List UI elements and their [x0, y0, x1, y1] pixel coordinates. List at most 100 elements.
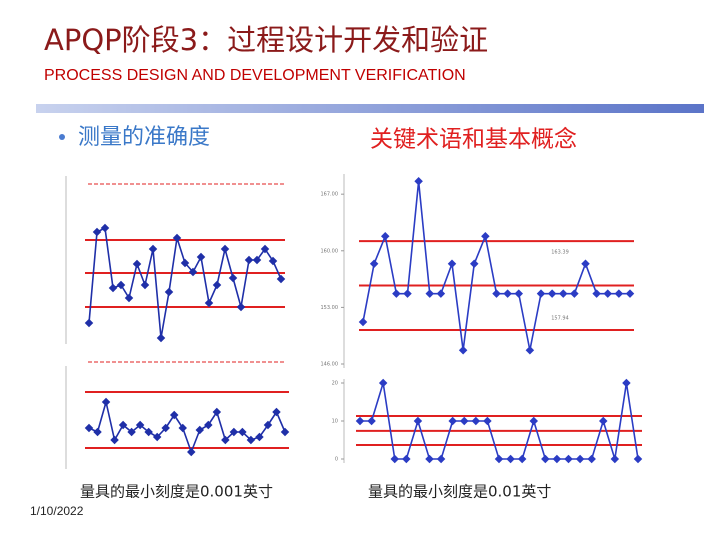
point — [164, 287, 174, 297]
y-tick-label: 160.00 — [321, 248, 339, 254]
point — [100, 223, 110, 233]
point — [367, 416, 376, 426]
point — [541, 454, 550, 464]
point — [93, 427, 102, 437]
caption: 量具的最小刻度是0.01英寸 — [368, 483, 551, 501]
point — [470, 259, 479, 268]
point — [188, 267, 198, 277]
point — [610, 454, 620, 464]
point — [403, 289, 412, 298]
point — [276, 274, 286, 284]
point — [614, 289, 624, 298]
point — [118, 420, 128, 430]
point — [161, 423, 170, 433]
subtitle: PROCESS DESIGN AND DEVELOPMENT VERIFICAT… — [44, 67, 466, 84]
point — [402, 454, 411, 464]
point — [547, 289, 557, 298]
point — [195, 425, 205, 435]
point — [116, 280, 126, 290]
title: APQP阶段3：过程设计开发和验证 — [44, 23, 488, 57]
point — [180, 258, 190, 268]
series-line — [360, 382, 639, 460]
point — [268, 256, 278, 266]
point — [127, 427, 136, 437]
point — [625, 289, 635, 298]
point — [425, 454, 434, 464]
y-tick-label: 0 — [335, 457, 338, 463]
point — [581, 259, 590, 268]
point — [229, 427, 239, 437]
point — [564, 454, 573, 464]
point — [633, 454, 643, 464]
point — [204, 420, 213, 430]
point — [124, 293, 134, 303]
point — [246, 435, 256, 445]
point — [252, 255, 262, 265]
point — [178, 423, 187, 433]
point — [570, 289, 579, 298]
point — [514, 289, 523, 298]
point — [414, 176, 423, 186]
point — [220, 244, 230, 254]
y-tick-label: 20 — [332, 381, 338, 387]
point — [238, 427, 247, 437]
point — [172, 233, 182, 243]
point — [255, 432, 264, 442]
point — [413, 416, 423, 426]
series-line — [362, 181, 630, 351]
point — [503, 289, 512, 298]
point — [378, 378, 388, 388]
point — [381, 231, 390, 241]
point — [228, 273, 238, 283]
bullet-dot — [59, 134, 65, 140]
point — [140, 280, 150, 290]
point — [272, 407, 281, 417]
point — [447, 259, 457, 268]
point — [575, 454, 585, 464]
y-tick-label: 10 — [332, 419, 338, 425]
point — [525, 346, 535, 355]
point — [506, 454, 515, 464]
bullet-text: 测量的准确度 — [78, 125, 210, 150]
point — [110, 435, 119, 445]
point — [196, 252, 206, 262]
point — [263, 420, 273, 430]
point — [101, 397, 111, 407]
point — [559, 289, 568, 298]
point — [587, 454, 596, 464]
point — [244, 255, 254, 265]
point — [599, 416, 608, 426]
point — [517, 454, 527, 464]
point — [152, 432, 162, 442]
heading: 关键术语和基本概念 — [370, 127, 577, 153]
point — [622, 378, 631, 388]
point — [481, 231, 490, 241]
point — [369, 259, 379, 268]
point — [260, 244, 270, 254]
divider — [36, 104, 704, 113]
annotation: 163.39 — [551, 250, 569, 256]
point — [132, 259, 142, 269]
y-tick-label: 153.00 — [321, 305, 339, 311]
point — [536, 289, 546, 298]
point — [552, 454, 562, 464]
point — [221, 435, 230, 445]
point — [448, 416, 457, 426]
point — [458, 346, 468, 355]
date: 1/10/2022 — [30, 504, 84, 518]
point — [280, 427, 290, 437]
point — [92, 227, 102, 237]
point — [355, 416, 365, 426]
point — [187, 447, 196, 457]
point — [471, 416, 481, 426]
point — [529, 416, 538, 426]
point — [460, 416, 469, 426]
point — [592, 289, 601, 298]
point — [212, 280, 222, 290]
point — [390, 454, 399, 464]
series-line — [88, 401, 286, 455]
point — [603, 289, 612, 298]
point — [84, 318, 94, 328]
point — [436, 454, 446, 464]
